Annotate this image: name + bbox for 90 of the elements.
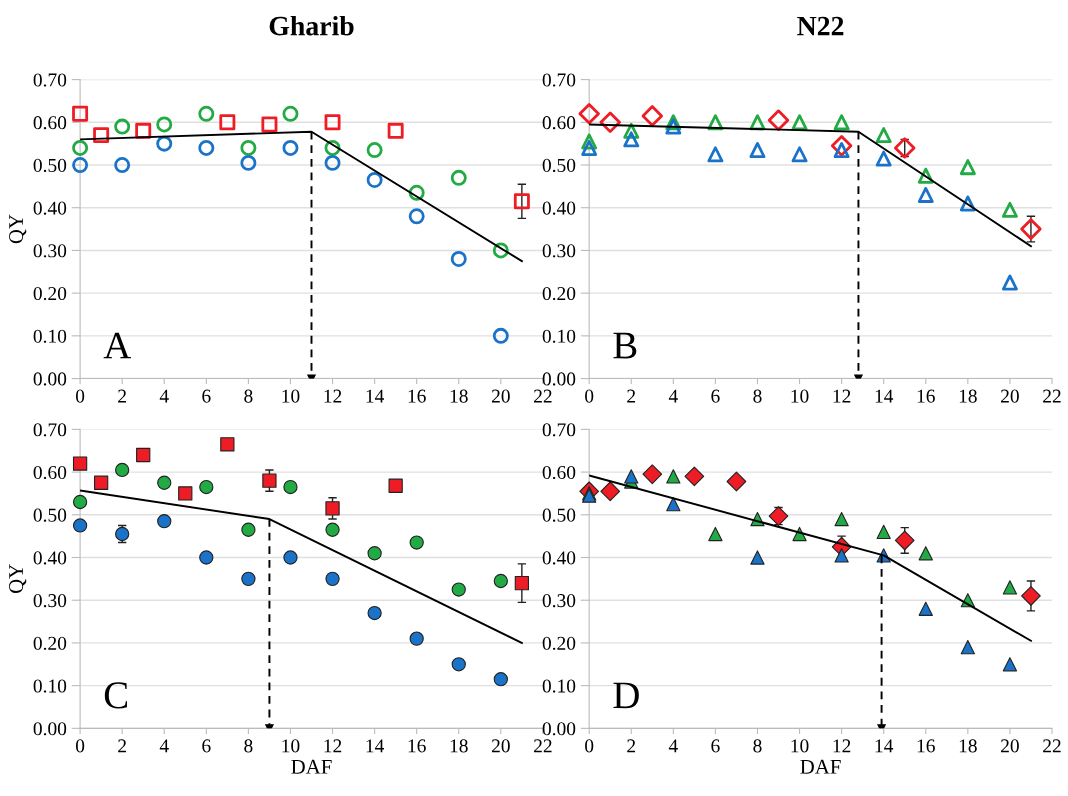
x-tick-label: 14 — [875, 739, 894, 753]
y-tick-label: 0.50 — [33, 508, 67, 522]
y-tick-label: 0.00 — [33, 722, 67, 736]
x-tick-label: 16 — [917, 389, 935, 403]
x-tick-label: 8 — [753, 389, 762, 403]
x-tick-label: 0 — [75, 739, 85, 753]
chart-title: N22 — [797, 16, 844, 36]
y-tick-label: 0.30 — [542, 244, 576, 258]
y-tick-label: 0.30 — [33, 594, 67, 608]
x-tick-label: 4 — [159, 389, 169, 403]
y-tick-label: 0.40 — [33, 551, 67, 565]
x-tick-label: 4 — [668, 389, 678, 403]
x-tick-label: 20 — [1001, 739, 1019, 753]
y-tick-label: 0.70 — [33, 73, 67, 87]
x-tick-label: 0 — [585, 739, 594, 753]
x-tick-label: 16 — [408, 739, 426, 753]
x-tick-label: 16 — [917, 739, 935, 753]
y-tick-label: 0.10 — [33, 329, 67, 343]
y-tick-label: 0.30 — [33, 244, 67, 258]
x-tick-label: 14 — [366, 389, 385, 403]
x-tick-label: 10 — [282, 739, 300, 753]
y-axis-title: QY — [9, 564, 27, 594]
y-tick-label: 0.30 — [542, 594, 576, 608]
x-tick-label: 6 — [711, 739, 720, 753]
x-tick-label: 18 — [450, 739, 468, 753]
annotation: D — [613, 682, 639, 709]
x-tick-label: 20 — [491, 739, 510, 753]
y-tick-label: 0.60 — [542, 465, 576, 480]
y-tick-label: 0.60 — [33, 465, 67, 480]
annotation: C — [104, 682, 128, 709]
y-tick-label: 0.10 — [33, 679, 67, 693]
y-tick-label: 0.70 — [542, 73, 576, 87]
x-tick-label: 12 — [324, 739, 342, 753]
y-axis-title: QY — [9, 214, 27, 244]
x-tick-label: 20 — [1001, 389, 1019, 403]
chart-title: Gharib — [269, 15, 354, 36]
x-tick-label: 8 — [244, 389, 253, 403]
x-tick-label: 2 — [627, 389, 636, 403]
y-tick-label: 0.20 — [542, 286, 576, 301]
x-tick-label: 16 — [408, 389, 426, 403]
x-tick-label: 0 — [75, 389, 85, 403]
x-tick-label: 2 — [118, 389, 126, 403]
x-tick-label: 2 — [627, 739, 636, 753]
x-tick-label: 4 — [668, 739, 678, 753]
annotation: A — [103, 332, 132, 359]
y-tick-label: 0.00 — [33, 372, 67, 386]
x-tick-label: 2 — [118, 739, 126, 753]
x-tick-label: 18 — [450, 389, 468, 403]
y-tick-label: 0.40 — [542, 551, 576, 565]
x-tick-label: 14 — [366, 739, 385, 753]
x-tick-label: 22 — [1043, 389, 1061, 403]
y-tick-label: 0.20 — [33, 286, 67, 301]
y-tick-label: 0.50 — [33, 158, 67, 173]
y-tick-label: 0.50 — [542, 158, 576, 173]
x-tick-label: 6 — [711, 389, 720, 403]
x-tick-label: 22 — [534, 739, 552, 753]
x-tick-label: 12 — [833, 389, 851, 403]
x-axis-title: DAF — [800, 759, 841, 774]
x-tick-label: 6 — [202, 389, 211, 403]
x-tick-label: 22 — [1043, 739, 1061, 753]
y-tick-label: 0.20 — [542, 636, 576, 650]
y-tick-label: 0.70 — [33, 423, 67, 437]
y-tick-label: 0.10 — [542, 679, 576, 693]
x-tick-label: 6 — [202, 739, 211, 753]
y-tick-label: 0.00 — [542, 722, 576, 736]
x-tick-label: 10 — [791, 739, 809, 753]
x-tick-label: 8 — [244, 739, 253, 753]
x-tick-label: 22 — [534, 389, 552, 403]
y-tick-label: 0.20 — [33, 636, 67, 650]
y-tick-label: 0.10 — [542, 329, 576, 343]
y-tick-label: 0.60 — [542, 116, 576, 130]
x-tick-label: 12 — [833, 739, 851, 753]
y-tick-label: 0.00 — [542, 372, 576, 386]
x-axis-title: DAF — [291, 759, 332, 774]
x-tick-label: 4 — [159, 739, 169, 753]
y-tick-label: 0.50 — [542, 508, 576, 522]
y-tick-label: 0.60 — [33, 116, 67, 130]
y-tick-label: 0.70 — [542, 423, 576, 437]
x-tick-label: 14 — [875, 389, 894, 403]
y-tick-label: 0.40 — [542, 201, 576, 215]
x-tick-label: 0 — [585, 389, 594, 403]
x-tick-label: 10 — [791, 389, 809, 403]
x-tick-label: 10 — [282, 389, 300, 403]
x-tick-label: 18 — [959, 739, 977, 753]
x-tick-label: 8 — [753, 739, 762, 753]
y-tick-label: 0.40 — [33, 201, 67, 215]
x-tick-label: 18 — [959, 389, 977, 403]
x-tick-label: 12 — [324, 389, 342, 403]
annotation: B — [613, 332, 637, 359]
x-tick-label: 20 — [491, 389, 510, 403]
